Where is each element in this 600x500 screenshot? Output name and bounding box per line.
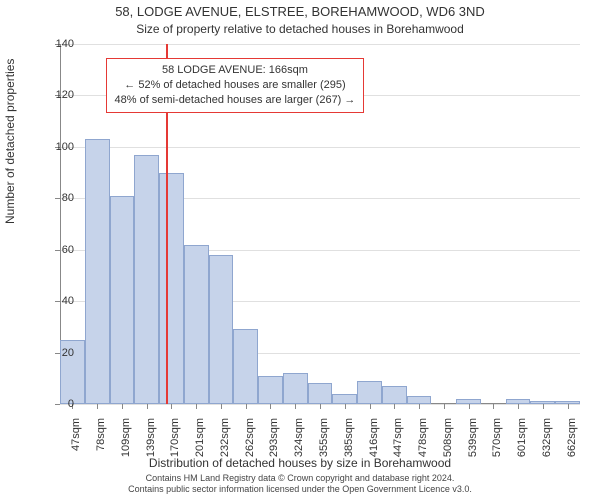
xtick-label: 47sqm xyxy=(70,418,82,478)
xtick-label: 262sqm xyxy=(244,418,256,478)
ytick-label: 140 xyxy=(44,38,74,50)
xtick-label: 324sqm xyxy=(293,418,305,478)
xtick-label: 632sqm xyxy=(541,418,553,478)
xtick-mark xyxy=(270,404,271,409)
xtick-mark xyxy=(196,404,197,409)
xtick-mark xyxy=(444,404,445,409)
xtick-label: 355sqm xyxy=(318,418,330,478)
xtick-mark xyxy=(394,404,395,409)
xtick-mark xyxy=(97,404,98,409)
ytick-label: 120 xyxy=(44,89,74,101)
xtick-mark xyxy=(147,404,148,409)
ytick-label: 80 xyxy=(44,192,74,204)
xtick-label: 293sqm xyxy=(268,418,280,478)
xtick-mark xyxy=(370,404,371,409)
histogram-bar xyxy=(184,245,209,404)
xtick-label: 570sqm xyxy=(491,418,503,478)
histogram-bar xyxy=(209,255,234,404)
histogram-bar xyxy=(159,173,184,404)
xtick-label: 662sqm xyxy=(566,418,578,478)
xtick-label: 601sqm xyxy=(516,418,528,478)
xtick-mark xyxy=(518,404,519,409)
annotation-line: 48% of semi-detached houses are larger (… xyxy=(115,93,356,108)
xtick-mark xyxy=(568,404,569,409)
plot-area: 58 LODGE AVENUE: 166sqm← 52% of detached… xyxy=(60,44,580,404)
ytick-label: 100 xyxy=(44,141,74,153)
histogram-bar xyxy=(382,386,407,404)
ytick-label: 20 xyxy=(44,347,74,359)
xtick-mark xyxy=(246,404,247,409)
histogram-bar xyxy=(308,383,333,404)
xtick-mark xyxy=(122,404,123,409)
xtick-label: 232sqm xyxy=(219,418,231,478)
gridline xyxy=(60,147,580,148)
chart-subtitle: Size of property relative to detached ho… xyxy=(0,22,600,36)
xtick-label: 201sqm xyxy=(194,418,206,478)
ytick-label: 40 xyxy=(44,295,74,307)
footer-line: Contains public sector information licen… xyxy=(0,484,600,496)
xtick-label: 539sqm xyxy=(467,418,479,478)
annotation-line: ← 52% of detached houses are smaller (29… xyxy=(115,78,356,93)
histogram-bar xyxy=(85,139,110,404)
xtick-label: 478sqm xyxy=(417,418,429,478)
xtick-label: 78sqm xyxy=(95,418,107,478)
histogram-bar xyxy=(134,155,159,404)
annotation-line: 58 LODGE AVENUE: 166sqm xyxy=(115,63,356,78)
histogram-bar xyxy=(283,373,308,404)
xtick-mark xyxy=(419,404,420,409)
xtick-label: 109sqm xyxy=(120,418,132,478)
gridline xyxy=(60,44,580,45)
xtick-mark xyxy=(221,404,222,409)
xtick-mark xyxy=(543,404,544,409)
ytick-label: 60 xyxy=(44,244,74,256)
annotation-box: 58 LODGE AVENUE: 166sqm← 52% of detached… xyxy=(106,58,365,113)
xtick-label: 170sqm xyxy=(169,418,181,478)
xtick-mark xyxy=(345,404,346,409)
histogram-bar xyxy=(258,376,283,404)
chart-title: 58, LODGE AVENUE, ELSTREE, BOREHAMWOOD, … xyxy=(0,4,600,19)
xtick-label: 416sqm xyxy=(368,418,380,478)
chart-container: 58, LODGE AVENUE, ELSTREE, BOREHAMWOOD, … xyxy=(0,0,600,500)
xtick-mark xyxy=(295,404,296,409)
ytick-label: 0 xyxy=(44,398,74,410)
histogram-bar xyxy=(407,396,432,404)
xtick-label: 508sqm xyxy=(442,418,454,478)
xtick-label: 139sqm xyxy=(145,418,157,478)
xtick-mark xyxy=(493,404,494,409)
histogram-bar xyxy=(110,196,135,404)
xtick-mark xyxy=(320,404,321,409)
histogram-bar xyxy=(332,394,357,404)
xtick-mark xyxy=(171,404,172,409)
xtick-mark xyxy=(469,404,470,409)
histogram-bar xyxy=(357,381,382,404)
histogram-bar xyxy=(233,329,258,404)
xtick-label: 385sqm xyxy=(343,418,355,478)
y-axis-label: Number of detached properties xyxy=(3,59,17,224)
xtick-label: 447sqm xyxy=(392,418,404,478)
